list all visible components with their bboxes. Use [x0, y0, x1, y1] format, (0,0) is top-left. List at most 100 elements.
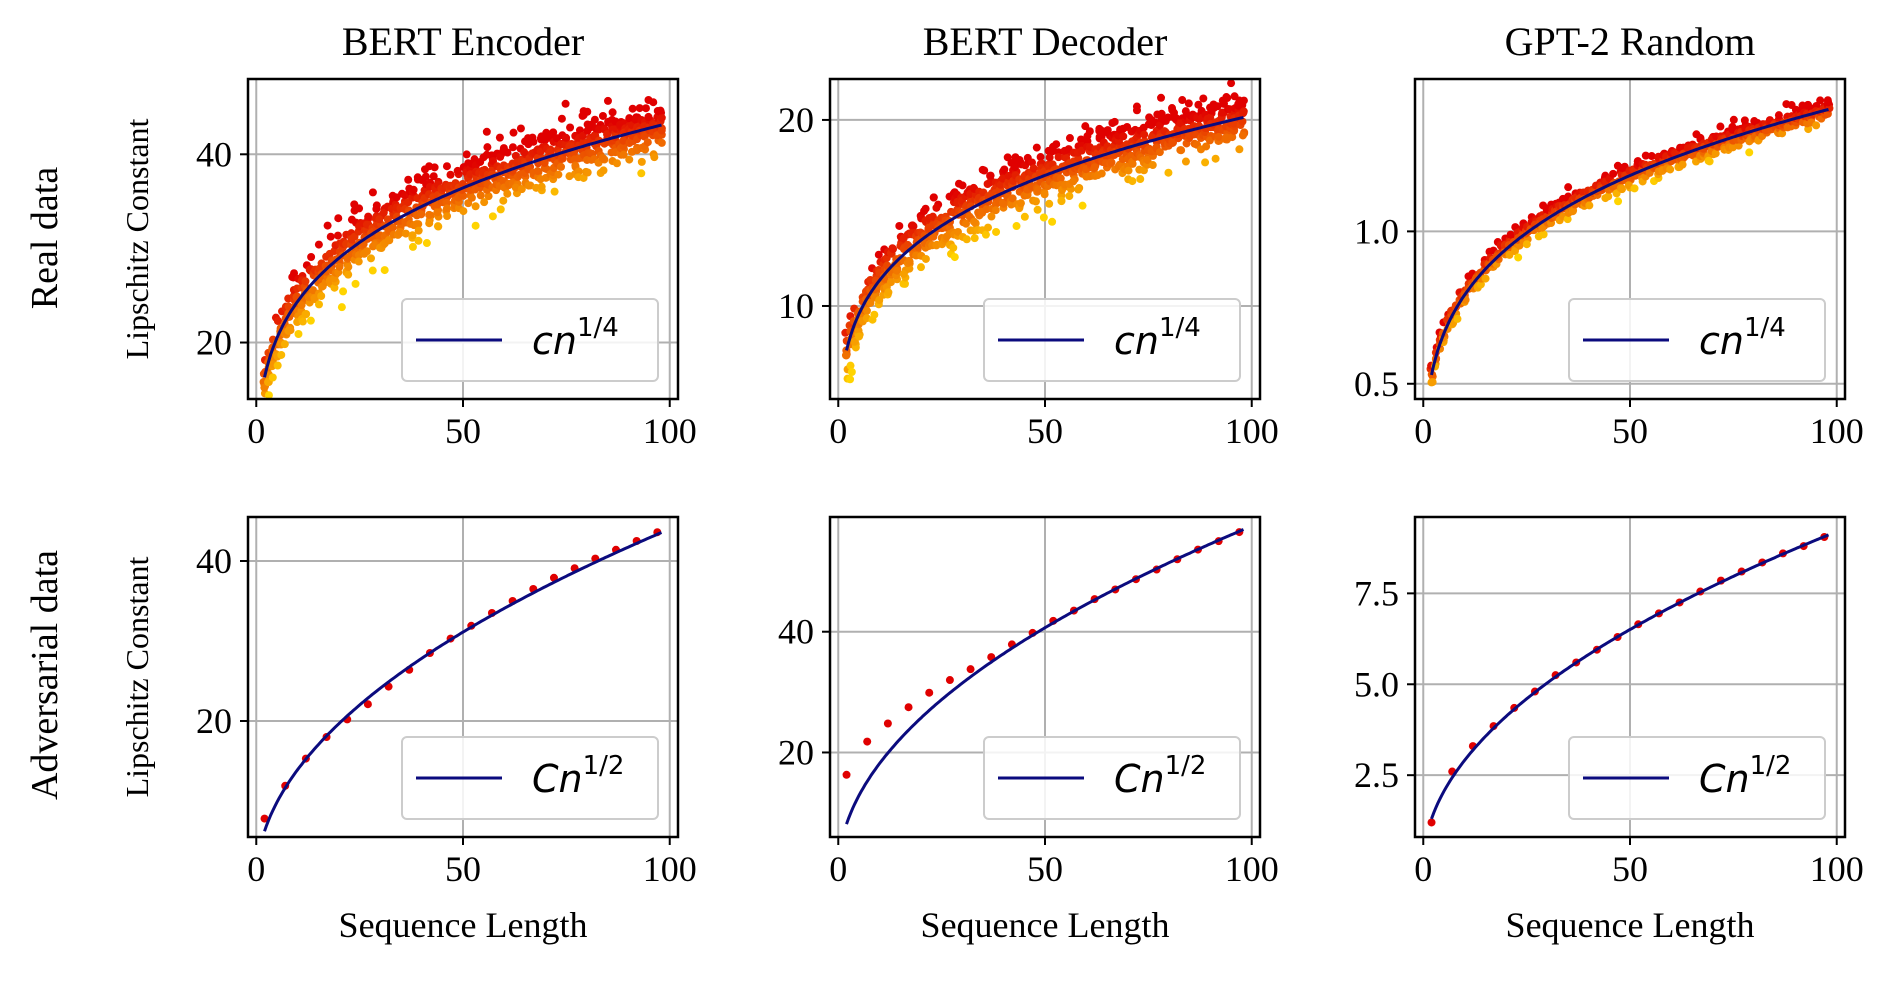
- data-point: [598, 153, 607, 162]
- data-point: [984, 223, 993, 232]
- data-point: [528, 133, 537, 142]
- y-tick-label: 20: [778, 732, 814, 772]
- data-point: [855, 332, 864, 341]
- data-point: [846, 375, 855, 384]
- legend-box: [1568, 298, 1826, 382]
- x-tick-label: 50: [1027, 849, 1063, 889]
- data-point: [354, 257, 363, 266]
- data-point: [854, 326, 863, 335]
- data-point: [425, 210, 434, 219]
- data-point: [422, 239, 431, 248]
- panel-real-bert-decoder: 0 50 100 10 20 BERT Decoder cn1/4: [778, 19, 1279, 451]
- x-tick-label: 0: [1414, 411, 1432, 451]
- data-point: [590, 115, 599, 124]
- data-point: [550, 187, 559, 196]
- data-point: [414, 220, 423, 229]
- plot-area: [841, 79, 1249, 384]
- data-point: [379, 208, 388, 217]
- data-point: [1065, 134, 1074, 143]
- data-point: [1239, 96, 1248, 105]
- data-point: [1107, 158, 1116, 167]
- data-point: [385, 236, 394, 245]
- data-point: [932, 203, 941, 212]
- data-point: [1178, 96, 1187, 105]
- data-point: [516, 124, 525, 133]
- data-point: [1045, 199, 1054, 208]
- data-point: [286, 326, 295, 335]
- data-point: [1056, 174, 1065, 183]
- data-point: [1202, 142, 1211, 151]
- data-point: [330, 283, 339, 292]
- data-point: [1074, 185, 1083, 194]
- data-point: [368, 188, 377, 197]
- data-point: [603, 96, 612, 105]
- y-tick-label: 10: [778, 286, 814, 326]
- data-point: [408, 242, 417, 251]
- data-point: [409, 185, 418, 194]
- x-tick-label: 50: [445, 411, 481, 451]
- data-point: [366, 254, 375, 263]
- data-point: [1032, 143, 1041, 152]
- panel-real-bert-encoder: 0 50 100 20 40 BERT Encoder Lipschitz Constant…: [119, 19, 697, 451]
- data-point: [433, 208, 442, 217]
- data-point: [870, 310, 879, 319]
- data-point: [850, 337, 859, 346]
- data-point: [484, 192, 493, 201]
- legend-box: [983, 736, 1241, 820]
- panel-real-gpt2-random: 0 50 100 0.5 1.0 GPT-2 Random cn1/4: [1354, 19, 1864, 451]
- data-point: [991, 206, 1000, 215]
- plot-area: [259, 96, 666, 399]
- data-point: [442, 162, 451, 171]
- data-point: [1008, 194, 1017, 203]
- data-point: [625, 114, 634, 123]
- y-axis-label: Lipschitz Constant: [119, 556, 155, 797]
- data-point: [284, 302, 293, 311]
- data-point: [363, 700, 372, 709]
- data-point: [1136, 175, 1145, 184]
- data-point: [1057, 196, 1066, 205]
- data-point: [1143, 155, 1152, 164]
- data-point: [1090, 163, 1099, 172]
- legend-base: cn: [532, 319, 577, 363]
- data-point: [981, 230, 990, 239]
- data-point: [503, 189, 512, 198]
- data-point: [508, 143, 517, 152]
- data-point: [1169, 138, 1178, 147]
- data-point: [886, 278, 895, 287]
- data-point: [467, 193, 476, 202]
- data-point: [546, 148, 555, 157]
- data-point: [334, 214, 343, 223]
- legend-base: cn: [1114, 319, 1159, 363]
- data-point: [1119, 132, 1128, 141]
- data-point: [1678, 160, 1687, 169]
- y-tick-label: 40: [196, 541, 232, 581]
- data-point: [908, 221, 917, 230]
- data-point: [459, 207, 468, 216]
- data-point: [1740, 116, 1749, 125]
- data-point: [496, 205, 505, 214]
- legend-label: Cn1/2: [1114, 751, 1206, 801]
- data-point: [1609, 169, 1618, 178]
- data-point: [598, 111, 607, 120]
- plot-area: [260, 528, 663, 832]
- y-tick-label: 20: [196, 323, 232, 363]
- data-point: [1029, 164, 1038, 173]
- x-axis-label: Sequence Length: [921, 905, 1170, 945]
- data-point: [1036, 153, 1045, 162]
- data-point: [1184, 99, 1193, 108]
- data-point: [1238, 131, 1247, 140]
- data-point: [1230, 119, 1239, 128]
- fit-line: [1430, 533, 1830, 820]
- y-axis-label: Lipschitz Constant: [119, 118, 155, 359]
- data-point: [883, 719, 892, 728]
- data-point: [1128, 159, 1137, 168]
- data-point: [1065, 192, 1074, 201]
- plot-area: [842, 528, 1245, 825]
- data-point: [380, 266, 389, 275]
- data-point: [612, 159, 621, 168]
- legend: cn1/4: [983, 298, 1241, 382]
- legend-base: cn: [1699, 319, 1744, 363]
- data-point: [1228, 133, 1237, 142]
- x-tick-label: 50: [445, 849, 481, 889]
- data-point: [1630, 184, 1639, 193]
